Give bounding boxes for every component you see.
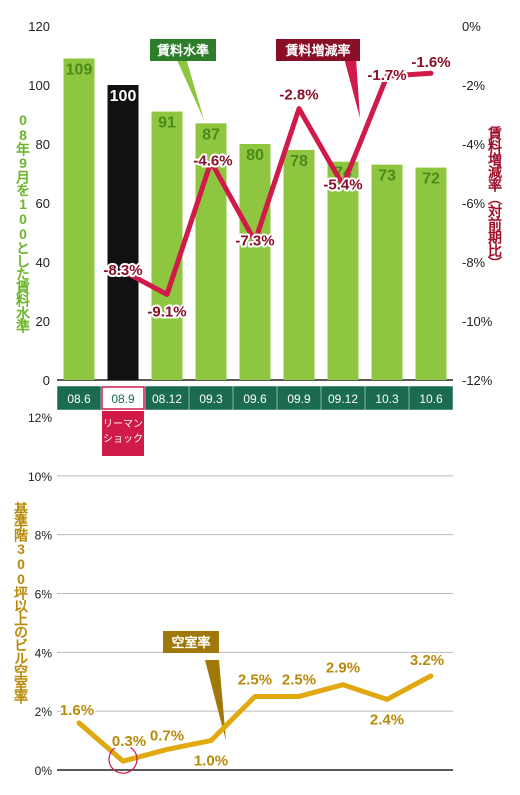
vacancy-tick-label: 12%	[28, 411, 52, 425]
vacancy-tick-label: 0%	[35, 764, 53, 778]
category-box	[365, 386, 409, 410]
rent-bar-label: 72	[422, 171, 440, 188]
left-tick-label: 80	[36, 137, 50, 152]
rent-bar-label: 73	[378, 168, 396, 185]
category-box	[145, 386, 189, 410]
category-box	[409, 386, 453, 410]
vacancy-axis-label: 基準階300坪以上のビル空室率	[13, 502, 29, 703]
right-tick-label: -2%	[462, 78, 486, 93]
category-label: 08.9	[111, 392, 135, 406]
rent-change-label: -2.8%	[279, 87, 318, 104]
bar-callout-text: 賃料水準	[156, 43, 209, 58]
rent-change-label: -1.6%	[411, 54, 450, 71]
rent-bar	[239, 144, 271, 380]
rent-change-label: -1.7%	[367, 67, 406, 84]
category-box	[189, 386, 233, 410]
bar-callout-pointer	[176, 58, 204, 120]
left-tick-label: 20	[36, 314, 50, 329]
vacancy-label: 2.5%	[282, 671, 316, 688]
category-box	[101, 386, 145, 410]
category-label: 08.12	[152, 392, 182, 406]
vacancy-label: 2.5%	[238, 671, 272, 688]
vacancy-callout-pointer	[205, 660, 226, 741]
right-axis-label: 賃料増減率（対前期比）	[487, 126, 503, 269]
vacancy-highlight-circle	[108, 744, 138, 774]
right-tick-label: -10%	[462, 314, 493, 329]
category-label: 10.6	[419, 392, 443, 406]
vacancy-label: 2.4%	[370, 711, 404, 728]
vacancy-label: 1.6%	[60, 702, 94, 719]
rent-bar	[151, 111, 183, 381]
left-tick-label: 0	[43, 373, 50, 388]
vacancy-callout-box	[163, 631, 219, 653]
vacancy-label: 0.3%	[112, 733, 146, 750]
rent-change-label: -5.4%	[323, 176, 362, 193]
vacancy-callout-text: 空室率	[171, 635, 210, 650]
left-tick-label: 120	[28, 19, 50, 34]
vacancy-label: 1.0%	[194, 753, 228, 770]
category-label: 09.6	[243, 392, 267, 406]
rent-bar-label: 91	[158, 115, 176, 132]
rent-bar	[415, 167, 447, 380]
left-axis-label: 08年9月を100とした賃料水準	[15, 112, 31, 332]
vacancy-tick-label: 10%	[28, 470, 52, 484]
category-box	[57, 386, 101, 410]
vacancy-tick-label: 8%	[35, 529, 53, 543]
rent-bar	[283, 149, 315, 380]
lehman-annotation-text: ショック	[103, 433, 143, 445]
vacancy-label: 0.7%	[150, 727, 184, 744]
rent-bar-label: 78	[290, 153, 308, 170]
vacancy-line	[76, 673, 434, 764]
vacancy-tick-label: 2%	[35, 705, 53, 719]
rent-change-label: -7.3%	[235, 232, 274, 249]
vacancy-tick-label: 4%	[35, 646, 53, 660]
rent-bar	[63, 58, 95, 380]
vacancy-label: 3.2%	[410, 652, 444, 669]
category-box	[277, 386, 321, 410]
category-label: 09.9	[287, 392, 311, 406]
category-label: 09.3	[199, 392, 223, 406]
category-label: 08.6	[67, 392, 91, 406]
category-box	[321, 386, 365, 410]
rent-change-label: -9.1%	[147, 303, 186, 320]
rent-change-label: -4.6%	[193, 153, 232, 170]
rent-bar-label: 109	[66, 61, 93, 78]
right-tick-label: 0%	[462, 19, 481, 34]
vacancy-label: 2.9%	[326, 660, 360, 677]
right-tick-label: -4%	[462, 137, 486, 152]
rent-bar	[327, 161, 359, 380]
category-label: 10.3	[375, 392, 399, 406]
rent-change-label: -8.3%	[103, 262, 142, 279]
rent-bar-label: 80	[246, 147, 264, 164]
line-callout-box	[276, 39, 360, 61]
rent-bar	[371, 164, 403, 380]
rent-bar-label: 100	[110, 88, 137, 105]
category-box	[233, 386, 277, 410]
right-tick-label: -6%	[462, 196, 486, 211]
lehman-annotation-text: リーマン	[103, 419, 143, 430]
right-tick-label: -8%	[462, 255, 486, 270]
left-tick-label: 100	[28, 78, 50, 93]
lehman-annotation-box	[102, 411, 144, 456]
line-callout-pointer	[344, 58, 360, 118]
left-tick-label: 60	[36, 196, 50, 211]
left-tick-label: 40	[36, 255, 50, 270]
rent-bar-label: 87	[202, 126, 220, 143]
category-label: 09.12	[328, 392, 358, 406]
rent-change-line	[120, 70, 434, 297]
rent-bar	[107, 85, 139, 380]
right-tick-label: -12%	[462, 373, 493, 388]
line-callout-text: 賃料増減率	[284, 43, 350, 58]
vacancy-tick-label: 6%	[35, 588, 53, 602]
bar-callout-box	[150, 39, 216, 61]
